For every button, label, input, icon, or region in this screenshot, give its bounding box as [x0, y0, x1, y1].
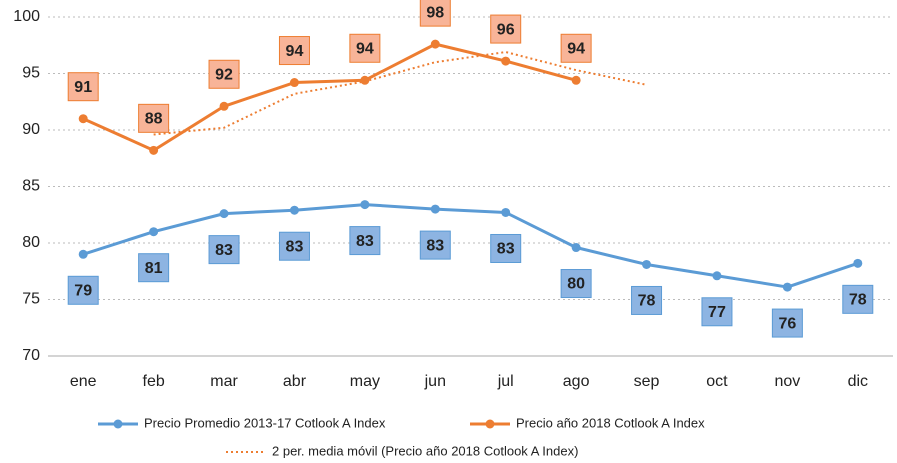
label-box	[278, 36, 310, 66]
point	[360, 75, 370, 85]
x-tick-label: oct	[706, 373, 728, 390]
value-label: 83	[286, 238, 304, 255]
label-box	[138, 253, 170, 283]
value-label: 96	[497, 21, 515, 38]
label-box	[560, 33, 592, 63]
label-box	[842, 284, 874, 314]
point	[219, 209, 229, 219]
x-tick-label: dic	[848, 373, 868, 390]
series-line	[82, 203, 859, 289]
x-tick-label: ago	[563, 373, 590, 390]
value-label: 78	[638, 293, 656, 310]
value-label: 94	[286, 43, 304, 60]
value-label: 80	[567, 276, 585, 293]
point	[571, 75, 581, 85]
y-tick-label: 90	[22, 121, 40, 138]
x-tick-label: feb	[143, 373, 165, 390]
legend-label: 2 per. media móvil (Precio año 2018 Cotl…	[272, 443, 578, 458]
label-box	[349, 33, 381, 63]
point	[782, 282, 792, 292]
point	[78, 114, 88, 124]
label-box	[490, 233, 522, 263]
label-box	[67, 275, 99, 305]
legend-marker	[485, 419, 495, 429]
value-label: 78	[849, 292, 867, 309]
value-label: 94	[356, 40, 374, 57]
value-label: 76	[778, 315, 796, 332]
point	[642, 259, 652, 269]
x-tick-label: jun	[424, 373, 446, 390]
label-box	[278, 231, 310, 261]
x-tick-label: nov	[774, 373, 800, 390]
point	[430, 204, 440, 214]
point	[360, 200, 370, 210]
label-box	[490, 14, 522, 44]
series-line	[82, 42, 577, 152]
label-box	[771, 308, 803, 338]
x-tick-label: abr	[283, 373, 307, 390]
y-tick-label: 95	[22, 65, 40, 82]
value-label: 88	[145, 111, 163, 128]
y-tick-label: 80	[22, 234, 40, 251]
point	[149, 227, 159, 237]
y-tick-label: 100	[13, 8, 40, 25]
label-box	[138, 103, 170, 133]
label-box	[67, 72, 99, 102]
point	[219, 101, 229, 111]
label-box	[208, 59, 240, 89]
label-box	[419, 230, 451, 260]
legend-marker	[113, 419, 123, 429]
x-tick-label: jul	[497, 373, 514, 390]
label-box	[701, 297, 733, 327]
value-label: 83	[356, 233, 374, 250]
x-tick-label: mar	[210, 373, 238, 390]
value-label: 83	[215, 242, 233, 259]
point	[289, 78, 299, 88]
value-label: 83	[497, 241, 515, 258]
point	[571, 243, 581, 253]
label-box	[208, 235, 240, 265]
trend-line	[153, 51, 647, 136]
x-tick-label: sep	[634, 373, 660, 390]
x-tick-label: ene	[70, 373, 97, 390]
y-tick-label: 75	[22, 291, 40, 308]
point	[501, 207, 511, 217]
point	[853, 258, 863, 268]
value-label: 77	[708, 304, 726, 321]
label-box	[560, 269, 592, 299]
point	[430, 39, 440, 49]
point	[78, 249, 88, 259]
value-label: 91	[74, 79, 92, 96]
label-box	[349, 226, 381, 256]
legend-label: Precio año 2018 Cotlook A Index	[516, 415, 705, 430]
y-tick-label: 70	[22, 347, 40, 364]
value-label: 83	[426, 237, 444, 254]
point	[289, 205, 299, 215]
label-box	[419, 0, 451, 27]
legend-label: Precio Promedio 2013-17 Cotlook A Index	[144, 415, 386, 430]
point	[501, 56, 511, 66]
label-box	[631, 285, 663, 315]
value-label: 98	[426, 4, 444, 21]
y-tick-label: 85	[22, 178, 40, 195]
value-label: 81	[145, 260, 163, 277]
value-label: 92	[215, 66, 233, 83]
x-tick-label: may	[350, 373, 380, 390]
point	[149, 145, 159, 155]
value-label: 79	[74, 283, 92, 300]
value-label: 94	[567, 40, 585, 57]
point	[712, 271, 722, 281]
